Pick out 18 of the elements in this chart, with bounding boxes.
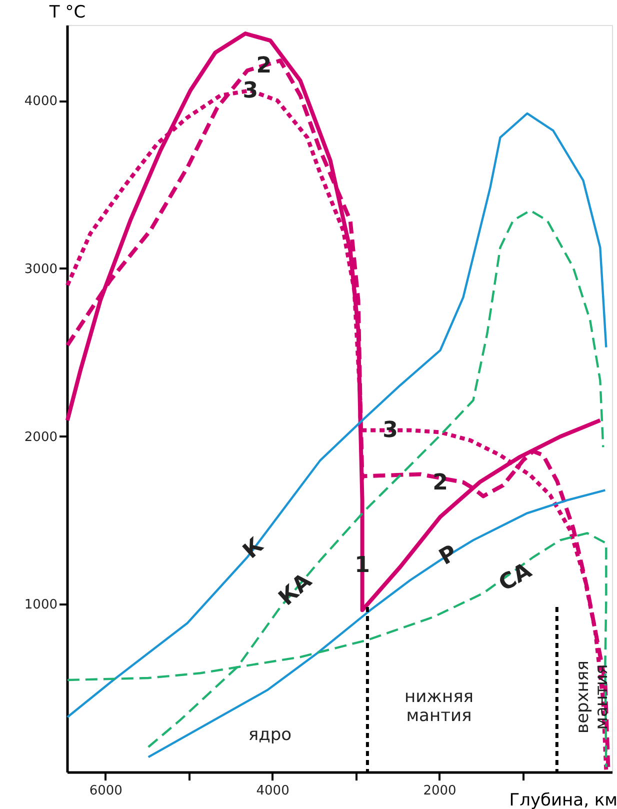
y-tick-label: 3000 [24,262,58,277]
x-tick-label: 6000 [89,784,122,798]
annotation: СА [494,558,536,597]
annotation: К [238,533,269,564]
annotation: ядро [248,725,292,745]
y-axis-title: T °C [48,2,86,22]
x-axis-title: Глубина, км [509,790,617,809]
y-tick-label: 4000 [24,94,58,110]
annotation: верхняя мантия [573,660,612,734]
y-tick-label: 2000 [24,430,58,445]
y-tick-label: 1000 [24,598,58,613]
annotation: КА [274,568,317,611]
x-tick-label: 4000 [256,784,290,798]
annotation: Р [435,540,462,570]
annotation: 3 [382,418,398,444]
annotation: нижняя мантия [404,687,474,726]
x-tick-label: 2000 [423,784,456,798]
annotation: 2 [432,470,448,496]
